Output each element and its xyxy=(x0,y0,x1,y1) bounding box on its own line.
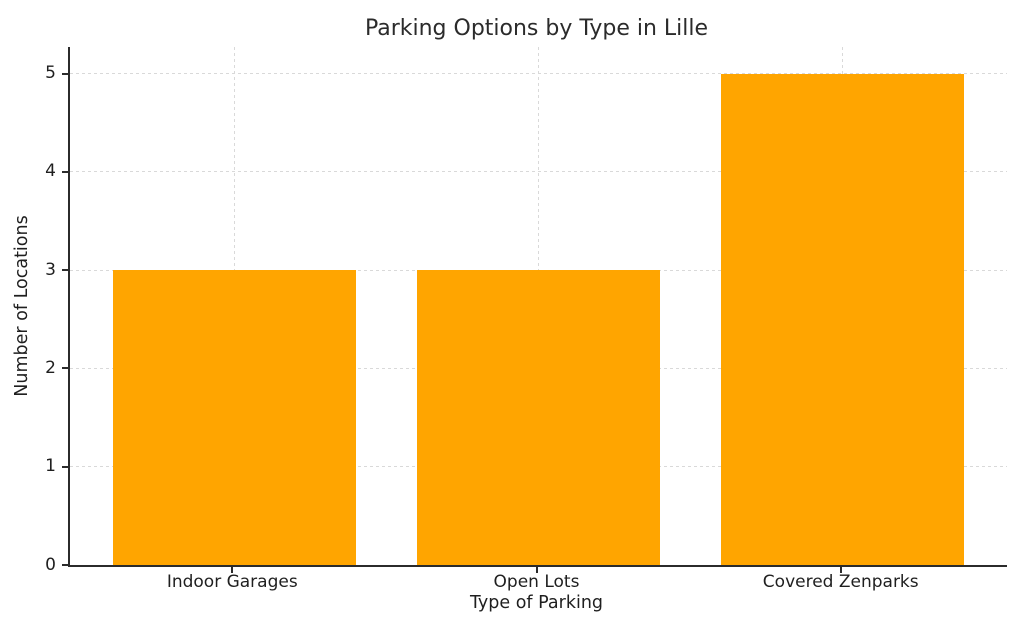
bar-open-lots xyxy=(416,270,661,565)
y-tick-label: 1 xyxy=(45,456,56,477)
x-tick-mark xyxy=(231,567,234,573)
x-tick-label: Covered Zenparks xyxy=(762,572,919,592)
y-tick-mark xyxy=(62,465,68,468)
bar-indoor-garages xyxy=(112,270,356,565)
y-tick-mark xyxy=(62,367,68,370)
x-tick-label: Indoor Garages xyxy=(166,572,298,592)
y-tick-mark xyxy=(62,564,68,566)
plot-area xyxy=(68,47,1007,567)
y-tick-label: 5 xyxy=(45,63,56,84)
bar-covered-zenparks xyxy=(721,73,965,565)
y-tick-mark xyxy=(62,72,68,75)
x-tick-mark xyxy=(839,567,842,573)
y-tick-label: 2 xyxy=(45,357,56,378)
y-tick-label: 0 xyxy=(45,554,56,575)
y-tick-mark xyxy=(62,170,68,173)
bars-layer xyxy=(70,47,1007,565)
chart-title: Parking Options by Type in Lille xyxy=(364,16,709,41)
x-tick-mark xyxy=(535,567,538,573)
x-tick-label: Open Lots xyxy=(493,572,580,592)
x-axis-label: Type of Parking xyxy=(469,593,604,613)
y-tick-label: 3 xyxy=(45,259,56,280)
y-tick-mark xyxy=(62,269,68,272)
y-tick-label: 4 xyxy=(45,161,56,182)
